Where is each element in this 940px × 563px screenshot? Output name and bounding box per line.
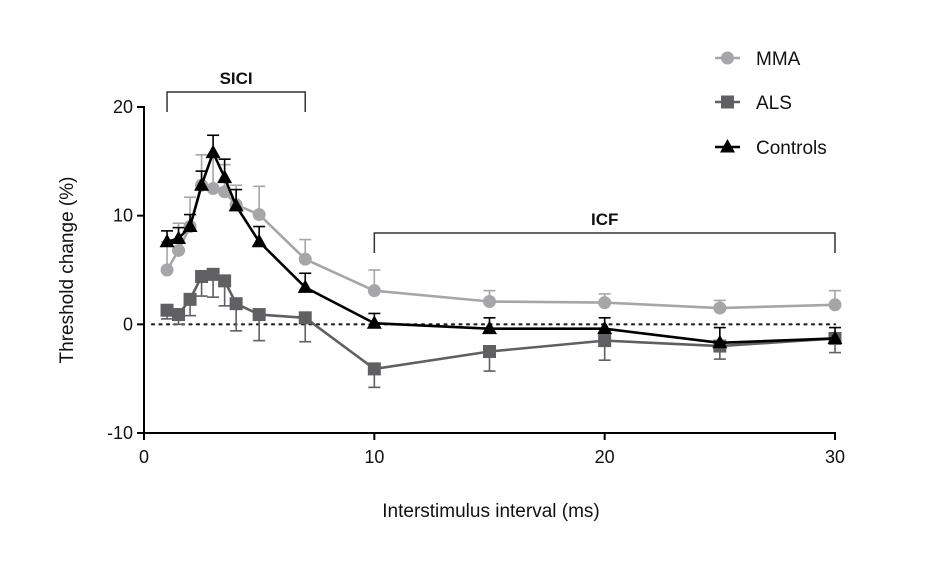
data-point [195, 270, 209, 284]
data-point [252, 208, 266, 222]
legend-item-controls: Controls [715, 138, 827, 159]
error-bars [161, 274, 841, 389]
brackets: SICI ICF [166, 69, 836, 253]
data-point [251, 233, 267, 248]
y-axis-title: Threshold change (%) [57, 177, 78, 364]
data-point [206, 267, 220, 281]
x-tick-label: 20 [595, 447, 615, 467]
bracket-line [373, 232, 836, 253]
data-point [483, 345, 496, 358]
legend-marker [720, 139, 735, 153]
x-tick-label: 30 [825, 447, 845, 467]
legend-marker [721, 51, 734, 65]
y-tick-label: 10 [113, 206, 133, 226]
data-point [597, 320, 613, 335]
x-axis-title: Interstimulus interval (ms) [382, 501, 600, 522]
data-point [252, 308, 266, 322]
series-line [166, 151, 836, 345]
bracket-line [166, 91, 306, 112]
x-tick-label: 10 [364, 447, 384, 467]
bracket-sici: SICI [166, 69, 306, 112]
data-point [159, 233, 175, 248]
data-point [183, 292, 197, 306]
data-point [160, 263, 174, 277]
data-point [828, 298, 842, 312]
legend-label: MMA [756, 49, 801, 70]
data-point [171, 230, 187, 244]
error-bars [161, 154, 841, 309]
series-controls [159, 134, 843, 349]
data-point [228, 197, 244, 212]
data-point [367, 362, 381, 376]
data-point [713, 301, 727, 315]
data-point [206, 182, 220, 195]
data-point [598, 296, 612, 310]
series-line [166, 273, 836, 371]
data-point [483, 295, 496, 309]
y-tick-label: 20 [113, 97, 133, 117]
series-line [165, 183, 836, 310]
data-point [298, 311, 312, 325]
data-point [172, 243, 186, 257]
bracket-label: SICI [220, 69, 253, 88]
data-point [367, 284, 381, 298]
data-point [217, 169, 233, 184]
bracket-label: ICF [591, 210, 618, 229]
legend-label: Controls [756, 138, 827, 159]
data-point [827, 330, 843, 344]
y-tick-label: -10 [107, 423, 133, 443]
data-point [712, 334, 728, 349]
data-point [229, 297, 243, 311]
x-tick-label: 0 [139, 447, 149, 467]
series-layer [159, 134, 843, 389]
legend-marker [721, 95, 734, 109]
legend-item-mma: MMA [715, 49, 801, 70]
data-point [297, 279, 313, 293]
legend-item-als: ALS [715, 93, 792, 114]
data-point [598, 334, 612, 348]
axes: -10 0 10 20 0 10 20 30 [107, 97, 845, 467]
data-point [482, 320, 497, 335]
data-point [205, 144, 221, 159]
data-point [194, 177, 210, 191]
series-mma [160, 154, 842, 315]
data-point [366, 315, 382, 329]
bracket-icf: ICF [373, 210, 836, 253]
y-tick-label: 0 [123, 314, 133, 334]
legend: MMA ALS Controls [715, 49, 827, 159]
data-point [160, 303, 174, 317]
data-point [172, 308, 186, 322]
data-point [298, 252, 312, 266]
data-point [218, 274, 232, 288]
series-als [160, 267, 842, 389]
legend-label: ALS [756, 93, 792, 114]
data-point [182, 218, 198, 233]
